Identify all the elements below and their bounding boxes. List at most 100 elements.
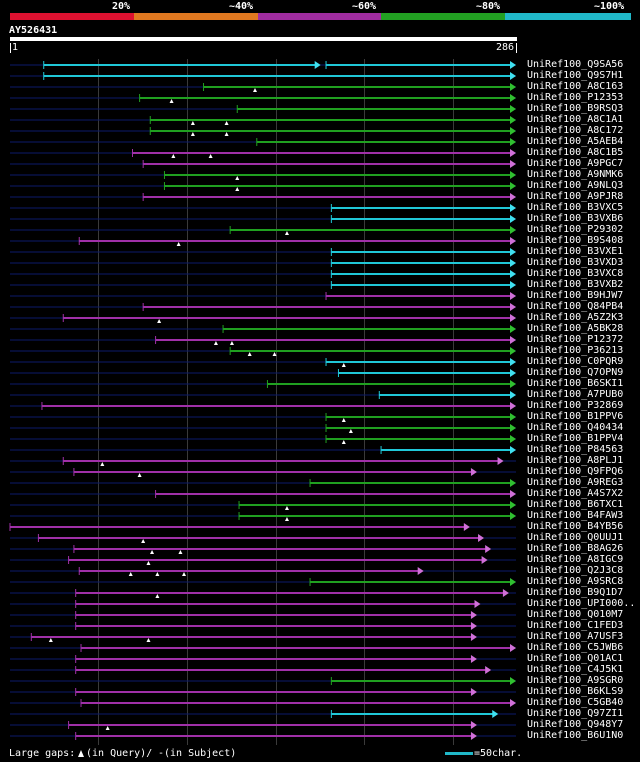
- hit-end-arrow: [481, 556, 488, 564]
- hit-end-arrow: [510, 204, 516, 212]
- hit-end-arrow: [478, 534, 485, 542]
- hit-label[interactable]: UniRef100_B3VXC5: [527, 202, 624, 213]
- hit-label[interactable]: UniRef100_B3VXE1: [527, 246, 624, 257]
- hit-label[interactable]: UniRef100_B4FAW3: [527, 510, 624, 521]
- query-gap-marker: [253, 88, 258, 92]
- hit-label[interactable]: UniRef100_A7PUB0: [527, 389, 624, 400]
- hit-label[interactable]: UniRef100_P32869: [527, 400, 624, 411]
- hit-label[interactable]: UniRef100_P36213: [527, 345, 624, 356]
- query-gap-marker-icon: [78, 750, 84, 757]
- hit-label[interactable]: UniRef100_B4YB56: [527, 521, 624, 532]
- hit-label[interactable]: UniRef100_A8IGC9: [527, 554, 624, 565]
- query-gap-marker: [146, 561, 151, 565]
- grid-line: [98, 59, 99, 745]
- hit-label[interactable]: UniRef100_B9RSQ3: [527, 103, 624, 114]
- hit-label[interactable]: UniRef100_Q7OPN9: [527, 367, 624, 378]
- hit-label[interactable]: UniRef100_A8C163: [527, 81, 624, 92]
- hit-end-arrow: [510, 699, 516, 707]
- hit-end-arrow: [470, 688, 477, 696]
- hit-label[interactable]: UniRef100_A9SGR0: [527, 675, 624, 686]
- query-gap-marker: [190, 132, 195, 136]
- query-gap-marker: [272, 352, 277, 356]
- hit-label[interactable]: UniRef100_P29302: [527, 224, 624, 235]
- hit-label[interactable]: UniRef100_Q2J3C8: [527, 565, 624, 576]
- hit-label[interactable]: UniRef100_B6TXC1: [527, 499, 624, 510]
- hit-label[interactable]: UniRef100_UPI000..: [527, 598, 636, 609]
- hit-label[interactable]: UniRef100_B3VXB2: [527, 279, 624, 290]
- hit-label[interactable]: UniRef100_Q9SA56: [527, 59, 624, 70]
- query-gap-marker: [235, 176, 240, 180]
- legend-color-segment: [258, 13, 381, 20]
- hit-end-arrow: [510, 281, 516, 289]
- hit-label[interactable]: UniRef100_B9Q1D7: [527, 587, 624, 598]
- hit-label[interactable]: UniRef100_C5JWB6: [527, 642, 624, 653]
- hit-label[interactable]: UniRef100_Q010M7: [527, 609, 624, 620]
- hit-label[interactable]: UniRef100_P12372: [527, 334, 624, 345]
- hit-label[interactable]: UniRef100_A8C1B5: [527, 147, 624, 158]
- hit-label[interactable]: UniRef100_A5BK28: [527, 323, 624, 334]
- hit-label[interactable]: UniRef100_Q0UUJ1: [527, 532, 624, 543]
- hit-end-arrow: [510, 347, 516, 355]
- hit-label[interactable]: UniRef100_Q40434: [527, 422, 624, 433]
- hit-label[interactable]: UniRef100_Q97ZI1: [527, 708, 624, 719]
- hit-end-arrow: [510, 171, 516, 179]
- query-gap-marker: [128, 572, 133, 576]
- hit-label[interactable]: UniRef100_A9REG3: [527, 477, 624, 488]
- hit-label[interactable]: UniRef100_P84563: [527, 444, 624, 455]
- gaps-label: Large gaps:: [9, 748, 76, 759]
- hit-label[interactable]: UniRef100_A9NMK6: [527, 169, 624, 180]
- query-gap-marker: [224, 132, 229, 136]
- query-start-tick: [10, 43, 11, 53]
- hit-label[interactable]: UniRef100_B1PPV6: [527, 411, 624, 422]
- hit-label[interactable]: UniRef100_A7USF3: [527, 631, 624, 642]
- hit-end-arrow: [510, 402, 516, 410]
- hit-label[interactable]: UniRef100_C0PQR9: [527, 356, 624, 367]
- hit-label[interactable]: UniRef100_A5AEB4: [527, 136, 624, 147]
- hit-label[interactable]: UniRef100_C1FED3: [527, 620, 624, 631]
- hit-label[interactable]: UniRef100_P12353: [527, 92, 624, 103]
- legend-label-40: ~40%: [229, 1, 254, 12]
- query-gap-marker: [146, 638, 151, 642]
- query-gap-marker: [176, 242, 181, 246]
- query-gap-marker: [224, 121, 229, 125]
- hit-end-arrow: [510, 644, 516, 652]
- query-gap-marker: [229, 341, 234, 345]
- hit-label[interactable]: UniRef100_A9PJR8: [527, 191, 624, 202]
- hit-label[interactable]: UniRef100_B1PPV4: [527, 433, 624, 444]
- scale-label: =50char.: [474, 748, 523, 759]
- hit-label[interactable]: UniRef100_B3VXB6: [527, 213, 624, 224]
- hit-label[interactable]: UniRef100_Q9FPQ6: [527, 466, 624, 477]
- hit-label[interactable]: UniRef100_B6SKI1: [527, 378, 624, 389]
- query-gap-marker: [178, 550, 183, 554]
- hit-label[interactable]: UniRef100_B8AG26: [527, 543, 624, 554]
- hit-label[interactable]: UniRef100_B9S408: [527, 235, 624, 246]
- hit-end-arrow: [510, 380, 516, 388]
- hit-label[interactable]: UniRef100_C4J5K1: [527, 664, 624, 675]
- hit-label[interactable]: UniRef100_B6KLS9: [527, 686, 624, 697]
- hit-label[interactable]: UniRef100_C5GB40: [527, 697, 624, 708]
- hit-label[interactable]: UniRef100_A9SRC8: [527, 576, 624, 587]
- hit-end-arrow: [510, 479, 516, 487]
- hit-label[interactable]: UniRef100_Q84PB4: [527, 301, 624, 312]
- hit-end-arrow: [510, 72, 516, 80]
- hit-label[interactable]: UniRef100_B9HJW7: [527, 290, 624, 301]
- hit-label[interactable]: UniRef100_Q01AC1: [527, 653, 624, 664]
- hit-label[interactable]: UniRef100_A8PLJ1: [527, 455, 624, 466]
- hit-label[interactable]: UniRef100_B3VXD3: [527, 257, 624, 268]
- hit-label[interactable]: UniRef100_A8C172: [527, 125, 624, 136]
- legend-label-20: 20%: [112, 1, 131, 12]
- hit-label[interactable]: UniRef100_A4S7X2: [527, 488, 624, 499]
- hit-label[interactable]: UniRef100_B6U1N0: [527, 730, 624, 741]
- hit-label[interactable]: UniRef100_A8C1A1: [527, 114, 624, 125]
- hit-label[interactable]: UniRef100_A9NLQ3: [527, 180, 624, 191]
- hit-label[interactable]: UniRef100_Q9S7H1: [527, 70, 624, 81]
- hit-label[interactable]: UniRef100_B3VXC8: [527, 268, 624, 279]
- query-gap-marker: [155, 572, 160, 576]
- hit-end-arrow: [485, 666, 492, 674]
- query-gap-marker: [348, 429, 353, 433]
- hit-label[interactable]: UniRef100_Q948Y7: [527, 719, 624, 730]
- hit-end-arrow: [510, 248, 516, 256]
- hit-end-arrow: [510, 259, 516, 267]
- hit-label[interactable]: UniRef100_A9PGC7: [527, 158, 624, 169]
- hit-label[interactable]: UniRef100_A5Z2K3: [527, 312, 624, 323]
